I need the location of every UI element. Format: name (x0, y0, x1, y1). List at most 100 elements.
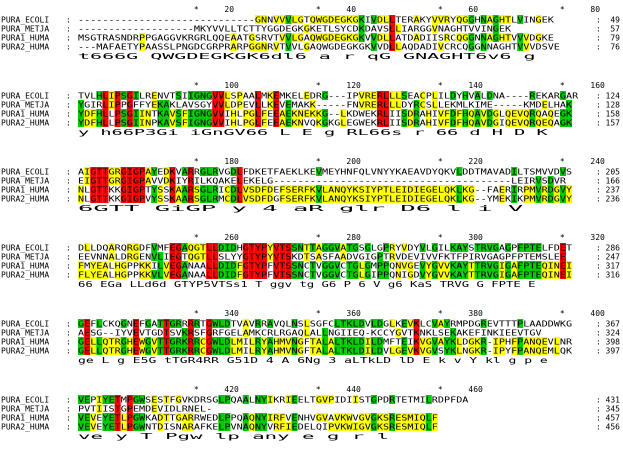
conservation-cell (376, 194, 383, 203)
ruler-position-label: 100 (224, 81, 239, 90)
conservation-cell (468, 346, 475, 355)
conservation-cell (511, 185, 518, 194)
conservation-cell (102, 261, 109, 270)
conservation-cell (248, 109, 255, 118)
conservation-cell (163, 337, 170, 346)
sequence-name: PURA2_HUMA (1, 119, 49, 128)
separator: : (66, 43, 71, 52)
ruler-tick: * (438, 385, 443, 394)
conservation-cell (254, 252, 261, 261)
conservation-cell (291, 413, 298, 422)
conservation-cell (273, 270, 280, 279)
conservation-cell (535, 15, 542, 24)
conservation-cell (291, 395, 298, 404)
conservation-cell (96, 118, 103, 127)
conservation-cell (358, 319, 365, 328)
conservation-cell (157, 100, 164, 109)
conservation-cell (151, 404, 158, 413)
conservation-cell (139, 185, 146, 194)
conservation-cell (120, 118, 127, 127)
conservation-cell (419, 261, 426, 270)
conservation-cell (346, 185, 353, 194)
conservation-cell (139, 42, 146, 51)
conservation-cell (187, 413, 194, 422)
conservation-cell (358, 91, 365, 100)
ruler-tick: * (438, 157, 443, 166)
conservation-cell (419, 243, 426, 252)
sequence-end-position: 345 (606, 405, 621, 414)
conservation-cell (444, 319, 451, 328)
conservation-cell (462, 15, 469, 24)
ruler-tick: * (194, 157, 199, 166)
conservation-cell (187, 109, 194, 118)
conservation-cell (315, 33, 322, 42)
conservation-cell (279, 15, 286, 24)
conservation-cell (401, 118, 408, 127)
conservation-cell (261, 270, 268, 279)
ruler-position-label: 280 (346, 233, 361, 242)
conservation-cell (285, 118, 292, 127)
conservation-cell (78, 422, 85, 431)
conservation-cell (285, 252, 292, 261)
conservation-cell (163, 395, 170, 404)
conservation-cell (505, 243, 512, 252)
conservation-cell (218, 422, 225, 431)
conservation-cell (480, 118, 487, 127)
conservation-cell (126, 100, 133, 109)
conservation-cell (401, 422, 408, 431)
conservation-cell (486, 270, 493, 279)
conservation-cell (352, 346, 359, 355)
sequence-end-position: 316 (606, 271, 621, 280)
conservation-cell (108, 167, 115, 176)
conservation-cell (90, 176, 97, 185)
conservation-cell (566, 100, 573, 109)
conservation-cell (462, 33, 469, 42)
conservation-cell (425, 185, 432, 194)
conservation-cell (273, 346, 280, 355)
separator: : (596, 25, 601, 34)
conservation-cell (431, 91, 438, 100)
conservation-cell (511, 194, 518, 203)
conservation-cell (230, 261, 237, 270)
conservation-cell (120, 319, 127, 328)
conservation-cell (297, 118, 304, 127)
conservation-cell (291, 118, 298, 127)
conservation-cell (492, 270, 499, 279)
conservation-cell (437, 319, 444, 328)
conservation-cell (517, 109, 524, 118)
conservation-cell (78, 185, 85, 194)
conservation-cell (535, 33, 542, 42)
conservation-cell (511, 337, 518, 346)
conservation-cell (291, 270, 298, 279)
conservation-cell (389, 100, 396, 109)
conservation-cell (114, 261, 121, 270)
separator: : (66, 405, 71, 414)
conservation-cell (322, 33, 329, 42)
conservation-cell (340, 109, 347, 118)
conservation-cell (352, 15, 359, 24)
conservation-cell (132, 243, 139, 252)
conservation-cell (206, 319, 213, 328)
conservation-cell (480, 319, 487, 328)
conservation-cell (322, 118, 329, 127)
conservation-cell (559, 167, 566, 176)
conservation-cell (431, 185, 438, 194)
conservation-cell (163, 118, 170, 127)
conservation-cell (358, 422, 365, 431)
conservation-cell (132, 167, 139, 176)
conservation-cell (450, 346, 457, 355)
conservation-cell (559, 243, 566, 252)
conservation-cell (395, 24, 402, 33)
conservation-cell (139, 337, 146, 346)
conservation-cell (309, 261, 316, 270)
conservation-cell (468, 42, 475, 51)
conservation-cell (444, 270, 451, 279)
consensus-line: ve y T Pgw lp any e g r l (78, 432, 390, 441)
conservation-cell (376, 118, 383, 127)
conservation-cell (364, 337, 371, 346)
conservation-cell (395, 42, 402, 51)
conservation-cell (291, 337, 298, 346)
conservation-cell (163, 100, 170, 109)
conservation-cell (126, 413, 133, 422)
conservation-cell (291, 346, 298, 355)
